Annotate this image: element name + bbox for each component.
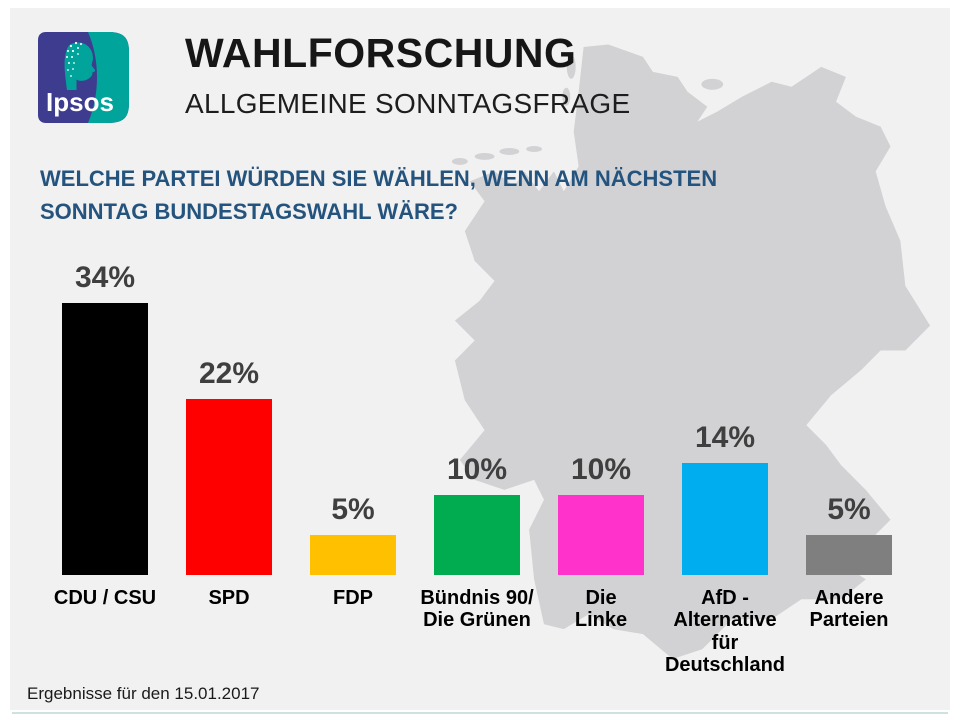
survey-question-line1: WELCHE PARTEI WÜRDEN SIE WÄHLEN, WENN AM… (40, 166, 718, 191)
bar-value-label: 22% (198, 357, 260, 390)
chart-column-cdu-csu: 34% CDU / CSU (43, 261, 167, 609)
bar-category-label: SPD (208, 587, 250, 609)
chart-column-bündnis-90-die-grünen: 10% Bündnis 90/ Die Grünen (415, 262, 539, 631)
bar-afd-alternative-für-deutschland (682, 463, 768, 575)
island (526, 145, 543, 152)
bar-value-label: 10% (570, 453, 632, 486)
results-date-note: Ergebnisse für den 15.01.2017 (27, 684, 260, 703)
survey-question-line2: SONNTAG BUNDESTAGSWAHL WÄRE? (40, 199, 458, 224)
bar-die-linke (558, 495, 644, 575)
bar-chart: 34% CDU / CSU 22% SPD 5% FDP 10% Bündnis 90/ Di… (43, 261, 911, 676)
island (474, 152, 495, 160)
chart-column-fdp: 5% FDP (291, 262, 415, 609)
bar-spd (186, 399, 272, 575)
page-title: WAHLFORSCHUNG (185, 30, 577, 76)
chart-column-die-linke: 10% Die Linke (539, 262, 663, 631)
bar-fdp (310, 535, 396, 575)
logo-hair-texture (66, 41, 82, 77)
page-subtitle: ALLGEMEINE SONNTAGSFRAGE (185, 88, 631, 119)
bar-category-label: Bündnis 90/ Die Grünen (420, 587, 534, 632)
bar-category-label: FDP (333, 587, 373, 609)
bar-value-label: 14% (694, 421, 756, 454)
island (701, 78, 724, 90)
bar-category-label: Die Linke (574, 587, 628, 632)
bar-category-label: Andere Parteien (809, 587, 889, 632)
bottom-divider (12, 712, 948, 714)
logo-face-profile (64, 42, 96, 90)
bar-value-label: 34% (74, 261, 136, 294)
ipsos-logo: Ipsos (38, 32, 129, 123)
bar-category-label: CDU / CSU (53, 587, 157, 609)
bar-value-label: 5% (827, 493, 871, 526)
island (562, 87, 571, 106)
survey-question: WELCHE PARTEI WÜRDEN SIE WÄHLEN, WENN AM… (40, 162, 717, 228)
bar-value-label: 5% (331, 493, 375, 526)
bar-cdu-csu (62, 303, 148, 575)
bar-bündnis-90-die-grünen (434, 495, 520, 575)
island (451, 157, 468, 165)
island (566, 54, 576, 79)
island (499, 147, 520, 155)
bar-andere-parteien (806, 535, 892, 575)
bar-category-label: AfD - Alternative für Deutschland (664, 587, 786, 677)
chart-column-andere-parteien: 5% Andere Parteien (787, 262, 911, 631)
chart-column-afd-alternative-für-deutschland: 14% AfD - Alternative für Deutschland (663, 262, 787, 676)
bar-value-label: 10% (446, 453, 508, 486)
chart-column-spd: 22% SPD (167, 262, 291, 609)
logo-teal-half (88, 32, 129, 123)
logo-wordmark: Ipsos (46, 87, 114, 117)
